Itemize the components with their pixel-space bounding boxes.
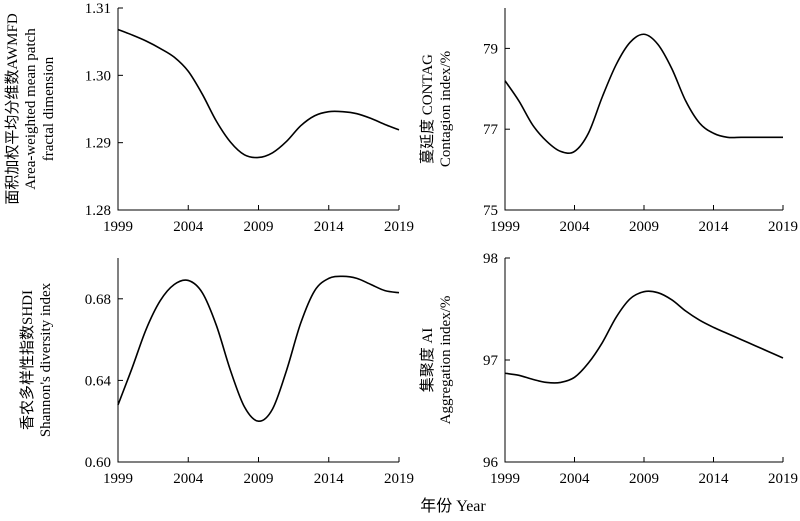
shdi-ytick-label: 0.64	[85, 373, 112, 389]
ai-axes	[504, 258, 783, 463]
contag-ytick-label: 77	[483, 122, 499, 138]
ai-ytick-label: 98	[483, 251, 498, 267]
contag-axes	[504, 8, 783, 211]
awmfd-series-line	[117, 28, 400, 159]
x-axis-title: 年份 Year	[420, 497, 486, 515]
contag-ylabel-line: 蔓延度 CONTAG	[419, 54, 436, 164]
awmfd-ylabel-line: 面积加权平均分维数AWMFD	[4, 13, 21, 204]
ai-ylabel-line: 集聚度 AI	[419, 328, 436, 393]
shdi-ylabel-line: Shannon's diversity index	[38, 282, 54, 437]
shdi-xtick-label: 2019	[384, 471, 414, 487]
awmfd-xtick-label: 2014	[314, 219, 345, 235]
awmfd-ytick-label: 1.30	[85, 68, 111, 84]
shdi-xtick-label: 1999	[103, 471, 133, 487]
contag-xtick-label: 1999	[490, 219, 520, 235]
ai-ylabel-line: Aggregation index/%	[438, 296, 454, 425]
awmfd-ylabel-line: Area-weighted mean patch	[23, 28, 39, 190]
panel-contag: 蔓延度 CONTAG Contagion index/% 75 77 79 1999 2…	[419, 8, 798, 235]
contag-ytick-label: 79	[483, 41, 498, 57]
panel-ai: 集聚度 AI Aggregation index/% 96 97 98 1999 200…	[419, 251, 798, 487]
contag-xtick-label: 2019	[768, 219, 798, 235]
awmfd-xtick-label: 1999	[103, 219, 133, 235]
shdi-ytick-label: 0.68	[85, 292, 111, 308]
contag-ytick-label: 75	[483, 203, 498, 219]
ai-ytick-label: 97	[483, 353, 499, 369]
ai-xtick-label: 2004	[560, 471, 591, 487]
awmfd-xtick-label: 2009	[244, 219, 274, 235]
awmfd-y-axis-title: 面积加权平均分维数AWMFD Area-weighted mean patch fr…	[4, 13, 57, 204]
shdi-axes	[117, 258, 399, 463]
shdi-xtick-label: 2009	[244, 471, 274, 487]
awmfd-axes	[117, 8, 399, 211]
shdi-ytick-label: 0.60	[85, 455, 111, 471]
ai-xtick-label: 2014	[699, 471, 730, 487]
contag-xtick-label: 2009	[629, 219, 659, 235]
shdi-xtick-label: 2004	[173, 471, 204, 487]
shdi-ylabel-line: 香农多样性指数SHDI	[19, 290, 36, 430]
contag-y-axis-title: 蔓延度 CONTAG Contagion index/%	[419, 51, 454, 167]
panel-awmfd: 面积加权平均分维数AWMFD Area-weighted mean patch fr…	[4, 1, 414, 235]
contag-xtick-label: 2004	[560, 219, 591, 235]
ai-xtick-label: 2009	[629, 471, 659, 487]
contag-xtick-label: 2014	[699, 219, 730, 235]
ai-ytick-label: 96	[483, 455, 499, 471]
ai-series-line	[504, 290, 784, 384]
ai-xtick-label: 2019	[768, 471, 798, 487]
contag-series-line	[504, 33, 783, 154]
ai-xtick-label: 1999	[490, 471, 520, 487]
ai-y-axis-title: 集聚度 AI Aggregation index/%	[419, 296, 454, 425]
awmfd-xtick-label: 2019	[384, 219, 414, 235]
shdi-y-axis-title: 香农多样性指数SHDI Shannon's diversity index	[19, 282, 54, 437]
awmfd-ylabel-line: fractal dimension	[41, 56, 57, 161]
awmfd-xtick-label: 2004	[173, 219, 204, 235]
shdi-series-line	[117, 275, 400, 423]
awmfd-ytick-label: 1.28	[85, 203, 111, 219]
contag-ylabel-line: Contagion index/%	[438, 51, 454, 167]
shdi-xtick-label: 2014	[314, 471, 345, 487]
awmfd-ytick-label: 1.29	[85, 136, 111, 152]
panel-shdi: 香农多样性指数SHDI Shannon's diversity index 0.6…	[19, 258, 414, 487]
awmfd-ytick-label: 1.31	[85, 1, 111, 17]
